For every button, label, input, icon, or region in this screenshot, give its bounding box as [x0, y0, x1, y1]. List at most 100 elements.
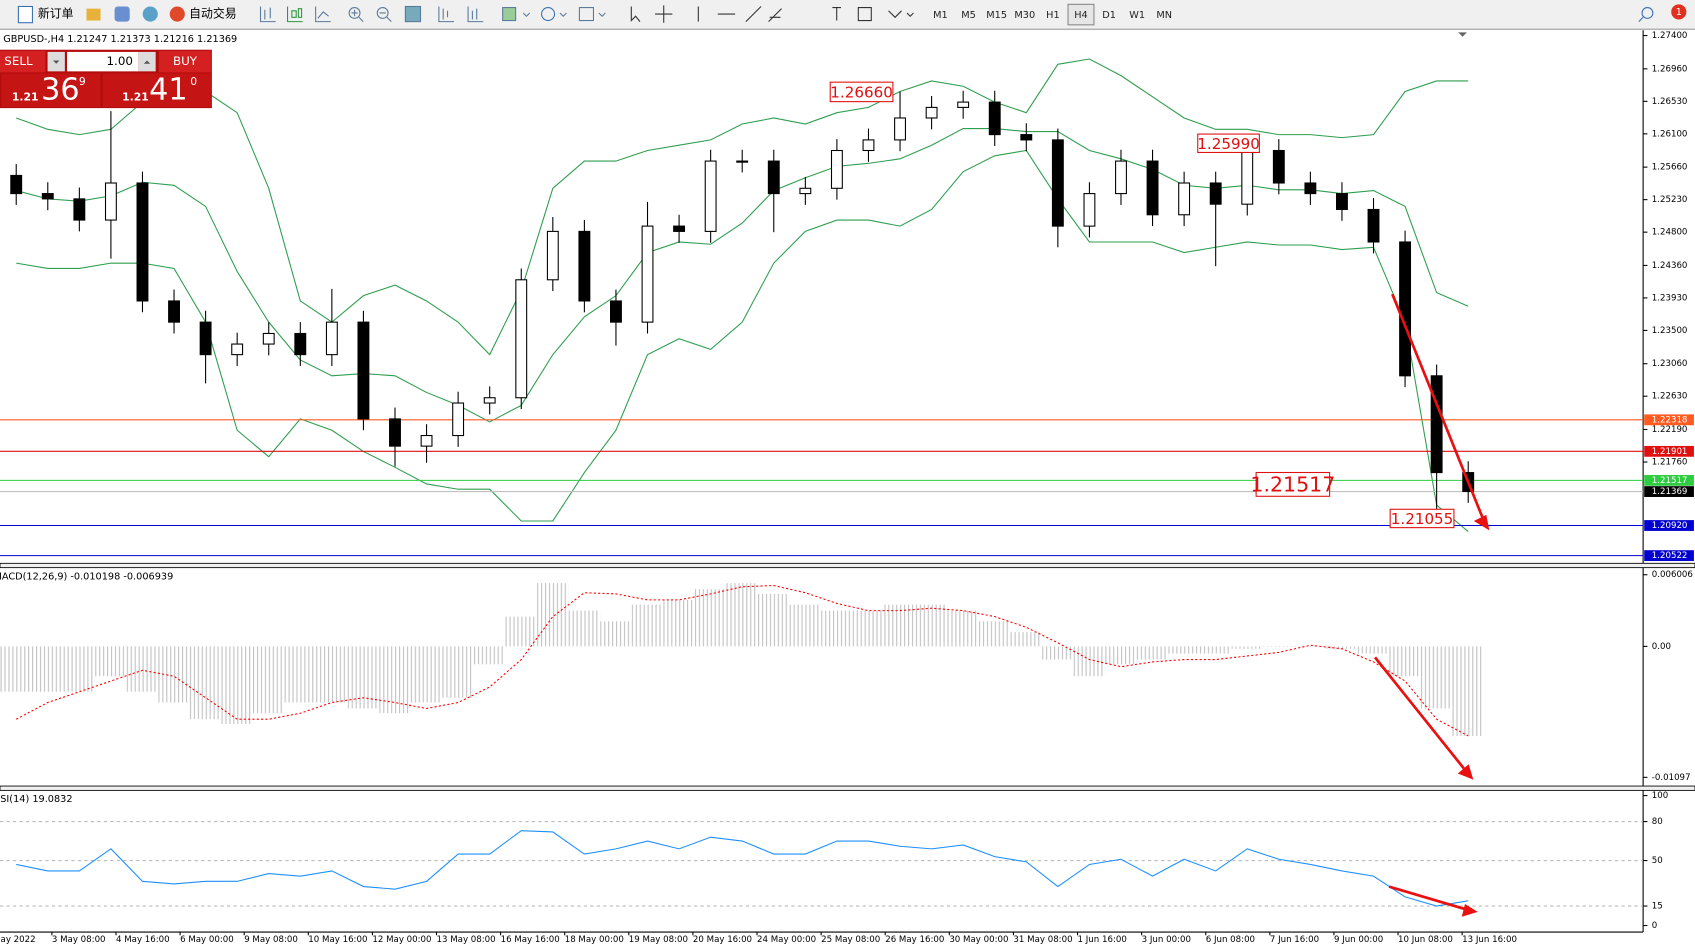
y-tick-label: 1.26960	[1652, 64, 1688, 74]
macd-histogram	[126, 646, 159, 692]
x-tick-label: 3 Jun 00:00	[1142, 935, 1191, 945]
candle-body	[799, 187, 812, 195]
price-tag-label: 1.20522	[1652, 551, 1688, 561]
y-tick-label: 1.25660	[1652, 163, 1688, 173]
candle-body	[1430, 375, 1443, 474]
candle-body	[1367, 208, 1380, 243]
icon	[169, 6, 185, 22]
x-tick-label: 2 May 2022	[0, 935, 36, 945]
x-tick-label: 7 Jun 16:00	[1270, 935, 1319, 945]
macd-histogram	[1294, 646, 1327, 647]
bollinger-upper	[16, 58, 1469, 356]
x-tick-label: 13 Jun 16:00	[1462, 935, 1517, 945]
timeframe-button[interactable]: H1	[1046, 10, 1059, 21]
candle-body	[641, 225, 654, 323]
notifications[interactable]: 1	[1671, 4, 1687, 20]
macd-histogram	[1326, 646, 1358, 649]
x-tick-label: 16 May 16:00	[501, 935, 560, 945]
arrow-head	[1457, 764, 1474, 780]
candle-body	[546, 230, 559, 281]
icon[interactable]	[114, 6, 130, 22]
candle-body	[1241, 149, 1254, 205]
candle-body	[231, 343, 244, 356]
bid-box[interactable]	[1, 73, 101, 108]
macd-histogram	[1231, 646, 1264, 649]
price-tag	[1644, 445, 1694, 457]
new-order-button[interactable]: 新订单	[17, 5, 74, 24]
icon[interactable]	[86, 8, 101, 21]
price-tag	[1644, 550, 1694, 562]
annotation-box	[1255, 471, 1331, 497]
y-tick-label: 1.22630	[1652, 392, 1688, 402]
arrow-head	[1461, 903, 1478, 917]
timeframe-button[interactable]: H4	[1074, 10, 1087, 21]
macd-histogram	[1357, 646, 1390, 654]
timeframe-button[interactable]: M15	[986, 10, 1007, 21]
candle-body	[988, 101, 1001, 136]
macd-histogram	[221, 646, 253, 724]
y-tick-label: 80	[1652, 817, 1663, 827]
sell-button[interactable]	[0, 50, 46, 73]
annotation: 1.25990	[1197, 135, 1260, 153]
macd-signal	[15, 585, 1469, 737]
indicator-title: MACD(12,26,9) -0.010198 -0.006939	[0, 571, 173, 582]
x-tick-label: 9 May 08:00	[244, 935, 298, 945]
bid-pips: 36	[41, 72, 80, 107]
button-label: 自动交易	[189, 7, 236, 21]
candle-body	[1083, 193, 1096, 227]
y-tick-label: 1.27400	[1652, 31, 1688, 41]
macd-histogram	[0, 646, 32, 692]
x-tick-label: 9 Jun 00:00	[1334, 935, 1383, 945]
candle-body	[420, 435, 433, 447]
timeframe-bar: M1 M5 M15 M30 H1 H4 D1 W1 MN	[933, 10, 1172, 21]
timeframe-button[interactable]: MN	[1156, 10, 1172, 21]
macd-histogram	[852, 610, 885, 647]
candle-body	[1272, 149, 1285, 184]
timeframe-button[interactable]: M30	[1014, 10, 1035, 21]
search-icon[interactable]	[1641, 7, 1654, 19]
timeframe-button[interactable]: D1	[1102, 10, 1116, 21]
macd-histogram	[631, 604, 664, 647]
candle-body	[1115, 160, 1127, 195]
x-tick-label: 10 May 16:00	[308, 935, 367, 945]
timeframe-button[interactable]: M1	[933, 10, 948, 21]
lot-input[interactable]	[67, 51, 139, 72]
y-tick-label: 1.26100	[1652, 129, 1688, 139]
annotation: 1.21517	[1250, 472, 1335, 496]
icon[interactable]	[142, 6, 158, 22]
timeframe-button[interactable]: W1	[1129, 10, 1145, 21]
x-tick-label: 26 May 16:00	[885, 935, 944, 945]
auto-trading-button[interactable]: 自动交易	[169, 6, 237, 22]
macd-histogram	[663, 599, 695, 647]
toolbar-icons	[259, 5, 914, 23]
macd-histogram	[284, 646, 317, 703]
macd-histogram	[600, 621, 632, 647]
buy-button[interactable]	[158, 50, 211, 73]
macd-histogram	[1042, 646, 1074, 660]
macd-histogram	[410, 646, 443, 703]
macd-histogram	[821, 610, 853, 647]
rsi-panel: RSI(14) 19.0832	[0, 794, 1644, 907]
y-tick-label: 100	[1652, 791, 1668, 801]
macd-panel: MACD(12,26,9) -0.010198 -0.006939	[0, 571, 1484, 737]
macd-histogram	[978, 621, 1011, 647]
x-tick-label: 18 May 00:00	[565, 935, 624, 945]
x-tick-label: 4 May 16:00	[116, 935, 170, 945]
candle-body	[736, 160, 749, 163]
candle-body	[136, 182, 149, 302]
price-tag-label: 1.21369	[1652, 487, 1688, 497]
timeframe-button[interactable]: M5	[961, 10, 976, 21]
candle-body	[1020, 134, 1033, 141]
macd-histogram	[789, 604, 822, 647]
candle-body	[704, 160, 717, 232]
macd-histogram	[537, 583, 569, 647]
arrow	[1391, 293, 1485, 520]
candle-body	[389, 418, 401, 447]
icon	[17, 5, 33, 24]
ask-box[interactable]	[102, 73, 211, 108]
price-tag	[1644, 486, 1694, 497]
buy-label: BUY	[173, 54, 198, 68]
arrow-head	[1473, 514, 1490, 531]
